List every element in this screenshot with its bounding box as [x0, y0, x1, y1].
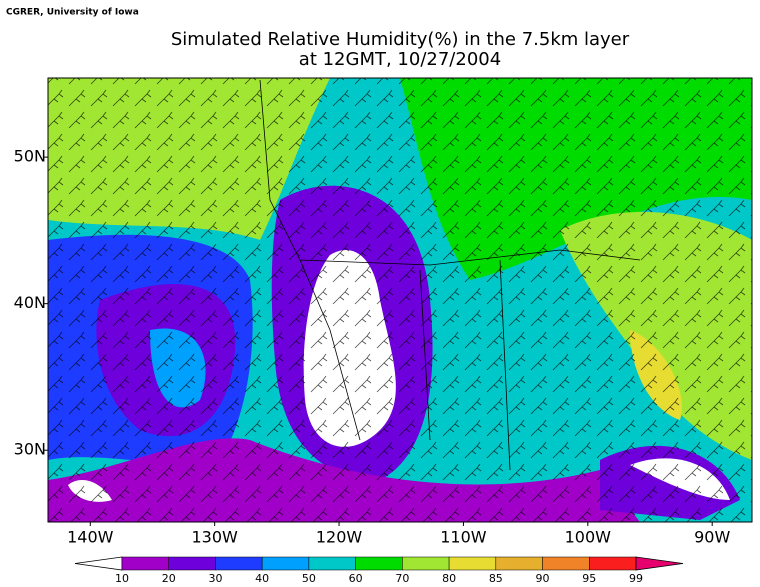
credit: CGRER, University of Iowa	[6, 8, 139, 18]
colorbar-label: 50	[302, 572, 316, 585]
y-tick-label: 50N	[14, 147, 46, 166]
colorbar-segment	[589, 556, 637, 571]
colorbar-label: 99	[629, 572, 643, 585]
colorbar-segment	[448, 556, 497, 571]
y-tick-label: 40N	[14, 293, 46, 312]
colorbar-segment	[495, 556, 543, 571]
colorbar-segment	[121, 556, 169, 571]
x-tick-label: 110W	[440, 528, 487, 547]
colorbar-label: 90	[536, 572, 550, 585]
colorbar-label: 30	[208, 572, 222, 585]
colorbar-label: 60	[349, 572, 363, 585]
colorbar-segment	[215, 556, 263, 571]
x-tick-label: 120W	[316, 528, 363, 547]
colorbar-segment	[168, 556, 216, 571]
colorbar-segment	[402, 556, 450, 571]
colorbar-label: 95	[582, 572, 596, 585]
colorbar-label: 80	[442, 572, 456, 585]
colorbar-label: 70	[395, 572, 409, 585]
colorbar-segment	[308, 556, 356, 571]
subtitle: at 12GMT, 10/27/2004	[299, 49, 501, 70]
map-field	[48, 78, 752, 522]
colorbar-label: 40	[255, 572, 269, 585]
y-tick-label: 30N	[14, 440, 46, 459]
colorbar-under	[74, 556, 123, 571]
colorbar-segment	[542, 556, 590, 571]
x-tick-label: 100W	[565, 528, 612, 547]
title: Simulated Relative Humidity(%) in the 7.…	[171, 29, 630, 50]
colorbar-segment	[261, 556, 310, 571]
colorbar-label: 10	[115, 572, 129, 585]
colorbar-label: 85	[489, 572, 503, 585]
x-tick-label: 90W	[694, 528, 730, 547]
colorbar-segment	[355, 556, 403, 571]
colorbar-over	[635, 556, 684, 571]
x-tick-label: 130W	[191, 528, 238, 547]
colorbar-label: 20	[162, 572, 176, 585]
x-tick-label: 140W	[67, 528, 114, 547]
map-frame	[47, 77, 753, 523]
